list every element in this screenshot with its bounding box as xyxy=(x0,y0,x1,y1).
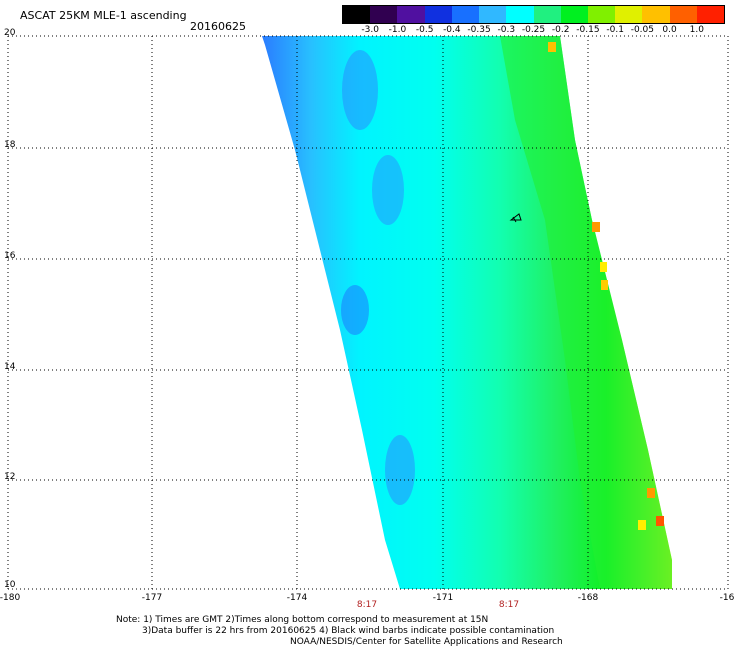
colorbar-segment xyxy=(506,6,534,23)
note-line-2: 3)Data buffer is 22 hrs from 20160625 4)… xyxy=(142,626,555,636)
lon-label-168: -168 xyxy=(577,593,599,603)
swath-edge-pixel xyxy=(601,280,608,290)
colorbar-tick-label: 1.0 xyxy=(689,25,704,35)
swath-edge-pixel xyxy=(548,42,556,52)
colorbar-segment xyxy=(397,6,425,23)
pass-time-label: 8:17 xyxy=(356,600,378,610)
colorbar-segment xyxy=(615,6,643,23)
swath-blue-patch xyxy=(385,435,415,505)
colorbar-segment xyxy=(642,6,670,23)
colorbar-tick-label: -0.35 xyxy=(467,25,491,35)
colorbar-segment xyxy=(533,6,561,23)
graticule xyxy=(7,35,729,590)
colorbar-segment xyxy=(343,6,371,23)
swath-blue-patch xyxy=(341,285,369,335)
colorbar-tick-label: -0.1 xyxy=(606,25,624,35)
colorbar-tick-label: -0.5 xyxy=(415,25,434,35)
lat-label-12: 12 xyxy=(4,472,16,482)
colorbar-tick-label: -0.05 xyxy=(630,25,654,35)
colorbar-segment xyxy=(479,6,507,23)
colorbar-tick-label: -0.2 xyxy=(551,25,570,35)
colorbar-tick-label: -0.15 xyxy=(576,25,600,35)
wind-barb-icon xyxy=(509,213,522,223)
colorbar-tick-label: -0.3 xyxy=(497,25,516,35)
lat-label-10: 10 xyxy=(4,580,16,590)
colorbar-tick-label: -0.4 xyxy=(443,25,461,35)
swath-edge-pixel xyxy=(656,516,664,526)
lat-label-16: 16 xyxy=(4,251,16,261)
colorbar-tick-label: -1.0 xyxy=(388,25,407,35)
note-line-3: NOAA/NESDIS/Center for Satellite Applica… xyxy=(290,637,563,647)
colorbar-segment xyxy=(424,6,452,23)
colorbar-segment xyxy=(696,6,725,23)
swath-green-edge xyxy=(500,36,672,589)
colorbar-segment xyxy=(560,6,588,23)
colorbar xyxy=(342,5,725,24)
lat-label-20: 20 xyxy=(4,28,16,38)
map-date: 20160625 xyxy=(190,20,246,33)
swath-edge-pixel xyxy=(647,488,655,498)
lon-label-171: -171 xyxy=(432,593,454,603)
lon-label-16: -16 xyxy=(719,593,735,603)
swath-edge-pixel xyxy=(600,262,607,272)
swath-edge-pixel xyxy=(638,520,646,530)
colorbar-segment xyxy=(587,6,616,23)
lat-label-18: 18 xyxy=(4,140,16,150)
swath-blue-patch xyxy=(342,50,378,130)
lon-label-177: -177 xyxy=(141,593,163,603)
colorbar-tick-label: -3.0 xyxy=(361,25,379,35)
lon-label-174: -174 xyxy=(286,593,308,603)
colorbar-tick-label: -0.25 xyxy=(521,25,546,35)
pass-time-label: 8:17 xyxy=(498,600,520,610)
colorbar-segment xyxy=(370,6,398,23)
lon-label-180: -180 xyxy=(0,593,21,603)
swath-edge-pixel xyxy=(592,222,600,232)
swath-blue-patch xyxy=(372,155,404,225)
lat-label-14: 14 xyxy=(4,362,16,372)
colorbar-segment xyxy=(451,6,480,23)
map-title: ASCAT 25KM MLE-1 ascending xyxy=(20,9,187,22)
colorbar-segment xyxy=(669,6,697,23)
note-line-1: Note: 1) Times are GMT 2)Times along bot… xyxy=(116,615,489,625)
colorbar-tick-label: 0.0 xyxy=(662,25,677,35)
